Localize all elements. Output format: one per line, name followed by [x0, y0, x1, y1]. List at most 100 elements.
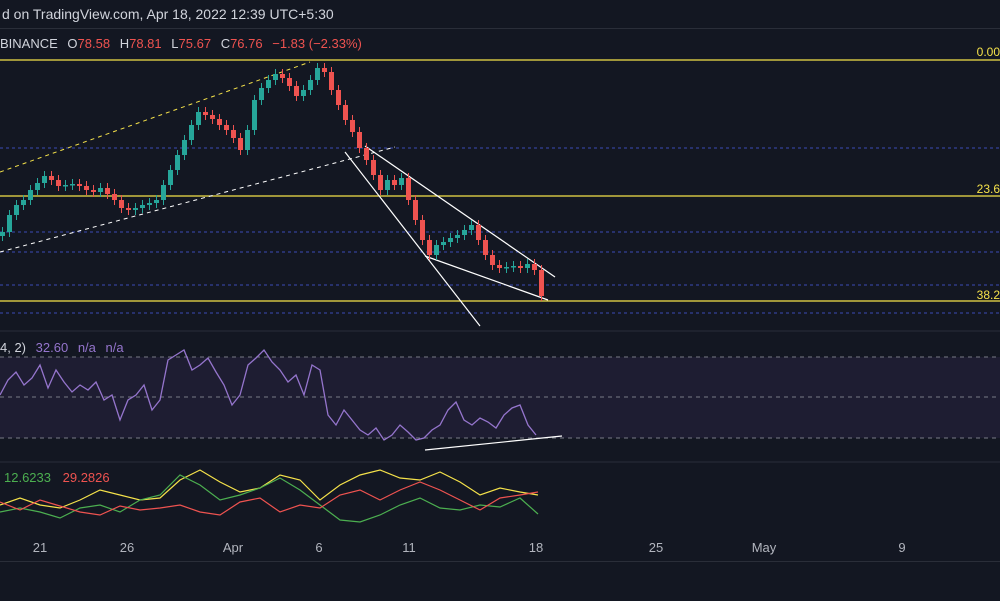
plus-di-line[interactable] — [0, 474, 539, 523]
candle-body — [322, 68, 327, 72]
candle-body — [84, 186, 89, 190]
high-label: H — [119, 36, 130, 51]
time-axis-label: 11 — [402, 540, 416, 555]
candle-body — [154, 200, 159, 203]
candle-body — [378, 175, 383, 190]
candle-body — [161, 185, 166, 200]
time-axis-label: 26 — [119, 540, 135, 555]
candle-body — [441, 242, 446, 245]
candle-body — [14, 205, 19, 215]
candle-body — [196, 112, 201, 125]
wedge-lower-line[interactable] — [424, 255, 549, 301]
rsi-na-2: n/a — [105, 340, 124, 355]
time-axis-label: 6 — [315, 540, 323, 555]
rsi-line[interactable] — [0, 348, 537, 441]
candle-body — [217, 119, 222, 125]
candle-body — [203, 112, 208, 115]
open-label: O — [67, 36, 78, 51]
candle-body — [315, 68, 320, 80]
close-label: C — [220, 36, 231, 51]
candle-body — [189, 125, 194, 140]
price-legend[interactable]: BINANCE O78.58 H78.81 L75.67 C76.76 −1.8… — [0, 36, 362, 51]
low-label: L — [171, 36, 179, 51]
candle-body — [518, 266, 523, 268]
candle-body — [308, 80, 313, 90]
candle-body — [140, 205, 145, 208]
published-header: d on TradingView.com, Apr 18, 2022 12:39… — [0, 0, 1000, 29]
fib-retracement[interactable] — [0, 59, 1000, 314]
candle-body — [63, 185, 68, 187]
candle-body — [434, 245, 439, 255]
candle-body — [532, 264, 537, 270]
channel-upper-line[interactable] — [0, 61, 311, 173]
rsi-params: 4, 2) — [0, 340, 27, 355]
candle-body — [259, 88, 264, 100]
time-axis-label: 25 — [648, 540, 664, 555]
candle-body — [511, 266, 516, 268]
candle-body — [462, 230, 467, 235]
fib-label-236: 23.6 — [976, 182, 1000, 196]
minus-di-line[interactable] — [0, 481, 539, 516]
candle-body — [343, 105, 348, 120]
candle-body — [287, 78, 292, 86]
candle-body — [224, 125, 229, 130]
time-axis-label: 21 — [32, 540, 48, 555]
candle-body — [336, 90, 341, 105]
candle-body — [525, 264, 530, 268]
candle-body — [119, 200, 124, 208]
candle-body — [427, 240, 432, 255]
candle-body — [7, 215, 12, 232]
candle-body — [77, 184, 82, 186]
candle-body — [539, 270, 544, 296]
candle-body — [210, 115, 215, 119]
candle-body — [133, 208, 138, 210]
rsi-legend[interactable]: 4, 2) 32.60 n/a n/a — [0, 340, 124, 355]
candle-body — [364, 148, 369, 160]
high-value: 78.81 — [129, 36, 162, 51]
candle-body — [42, 176, 47, 183]
time-axis-label: May — [751, 540, 777, 555]
candle-body — [476, 225, 481, 240]
candle-body — [91, 190, 96, 192]
candle-body — [483, 240, 488, 255]
candle-body — [497, 265, 502, 268]
candle-body — [35, 183, 40, 190]
candle-body — [147, 203, 152, 205]
wedge-outer-line[interactable] — [344, 151, 481, 327]
low-value: 75.67 — [178, 36, 212, 51]
time-axis-label: 18 — [528, 540, 544, 555]
candle-body — [385, 180, 390, 190]
fib-label-382: 38.2 — [976, 288, 1000, 302]
rsi-trendline[interactable] — [424, 435, 563, 451]
wedge-upper-line[interactable] — [364, 145, 556, 278]
change-value: −1.83 (−2.33%) — [272, 36, 362, 51]
candle-body — [371, 160, 376, 175]
candle-body — [413, 200, 418, 220]
adx-line[interactable] — [0, 469, 539, 509]
candle-body — [126, 208, 131, 210]
candle-body — [448, 238, 453, 242]
dmi-minus-value: 29.2826 — [62, 470, 110, 485]
candle-body — [273, 74, 278, 80]
dmi-legend[interactable]: 12.6233 29.2826 — [0, 470, 110, 485]
candle-body — [112, 194, 117, 200]
candle-body — [420, 220, 425, 240]
candle-body — [504, 267, 509, 269]
candle-body — [406, 178, 411, 200]
time-axis-label: Apr — [222, 540, 244, 555]
candle-body — [21, 200, 26, 205]
candle-body — [392, 180, 397, 185]
time-axis-label: 9 — [898, 540, 906, 555]
bottom-toolbar — [0, 561, 1000, 601]
candle-body — [245, 130, 250, 150]
channel-lower-line[interactable] — [0, 146, 396, 253]
published-text: d on TradingView.com, Apr 18, 2022 12:39… — [2, 6, 334, 22]
candle-body — [231, 130, 236, 138]
candle-body — [357, 132, 362, 148]
rsi-na-1: n/a — [77, 340, 96, 355]
candle-body — [301, 90, 306, 96]
candle-body — [0, 232, 5, 236]
candle-body — [266, 80, 271, 88]
candle-body — [28, 190, 33, 200]
